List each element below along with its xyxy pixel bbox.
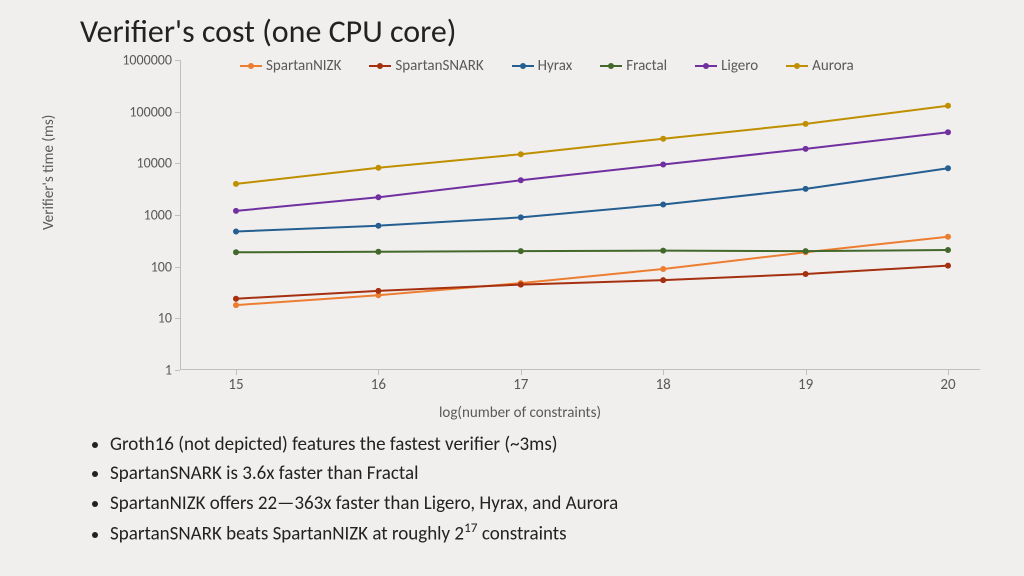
series-marker	[803, 271, 809, 277]
x-axis-label: log(number of constraints)	[60, 404, 980, 422]
series-marker	[375, 165, 381, 171]
series-marker	[660, 266, 666, 272]
x-tick-label: 17	[513, 376, 528, 394]
y-tick-mark	[175, 163, 180, 164]
y-tick-mark	[175, 215, 180, 216]
legend-label: Fractal	[626, 57, 667, 75]
legend-label: SpartanNIZK	[266, 57, 341, 75]
bullet-item: SpartanSNARK is 3.6x faster than Fractal	[110, 459, 618, 488]
x-tick-mark	[806, 370, 807, 375]
x-axis-line	[180, 369, 980, 370]
series-marker	[233, 302, 239, 308]
verifier-cost-chart: Verifier's time (ms) SpartanNIZKSpartanS…	[60, 50, 980, 420]
series-marker	[375, 223, 381, 229]
x-tick-label: 18	[656, 376, 671, 394]
bullet-item: SpartanNIZK offers 22—363x faster than L…	[110, 489, 618, 518]
legend-swatch	[512, 65, 534, 67]
series-marker	[233, 249, 239, 255]
slide-title: Verifier's cost (one CPU core)	[80, 12, 456, 51]
legend-label: Hyrax	[538, 57, 573, 75]
y-axis-label: Verifier's time (ms)	[40, 115, 58, 230]
y-tick-label: 10	[158, 310, 172, 327]
bullet-list: Groth16 (not depicted) features the fast…	[90, 430, 618, 549]
y-tick-mark	[175, 60, 180, 61]
x-tick-mark	[948, 370, 949, 375]
series-marker	[233, 229, 239, 235]
y-tick-label: 100000	[129, 103, 172, 120]
legend-label: Ligero	[721, 57, 758, 75]
series-marker	[518, 214, 524, 220]
series-marker	[945, 247, 951, 253]
series-marker	[518, 282, 524, 288]
series-marker	[945, 103, 951, 109]
legend-swatch	[600, 65, 622, 67]
y-tick-mark	[175, 267, 180, 268]
series-marker	[375, 194, 381, 200]
y-tick-label: 1	[165, 362, 172, 379]
series-marker	[233, 208, 239, 214]
y-tick-mark	[175, 318, 180, 319]
series-marker	[945, 263, 951, 269]
series-marker	[660, 136, 666, 142]
chart-lines	[180, 60, 980, 370]
series-marker	[660, 202, 666, 208]
y-axis-line	[180, 60, 181, 370]
y-tick-label: 100	[151, 258, 172, 275]
series-marker	[518, 248, 524, 254]
legend-swatch	[240, 65, 262, 67]
legend-swatch	[786, 65, 808, 67]
legend-item: SpartanSNARK	[369, 57, 483, 75]
legend-label: Aurora	[812, 57, 854, 75]
series-marker	[233, 181, 239, 187]
legend-item: Aurora	[786, 57, 854, 75]
series-marker	[375, 249, 381, 255]
x-tick-label: 15	[228, 376, 243, 394]
series-marker	[660, 248, 666, 254]
series-marker	[945, 234, 951, 240]
superscript: 17	[464, 519, 477, 536]
x-tick-mark	[236, 370, 237, 375]
x-tick-mark	[521, 370, 522, 375]
legend: SpartanNIZK SpartanSNARK Hyrax Fractal Liger…	[240, 57, 980, 75]
series-line	[236, 250, 948, 252]
series-marker	[803, 248, 809, 254]
series-marker	[945, 129, 951, 135]
x-tick-label: 19	[798, 376, 813, 394]
series-marker	[660, 277, 666, 283]
legend-label: SpartanSNARK	[395, 57, 483, 75]
series-marker	[518, 177, 524, 183]
series-marker	[375, 288, 381, 294]
series-marker	[233, 296, 239, 302]
y-tick-mark	[175, 370, 180, 371]
series-marker	[803, 121, 809, 127]
legend-item: Ligero	[695, 57, 758, 75]
legend-swatch	[695, 65, 717, 67]
legend-swatch	[369, 65, 391, 67]
series-marker	[945, 165, 951, 171]
series-marker	[803, 146, 809, 152]
series-marker	[803, 186, 809, 192]
x-tick-mark	[378, 370, 379, 375]
x-tick-mark	[663, 370, 664, 375]
bullet-item: SpartanSNARK beats SpartanNIZK at roughl…	[110, 518, 618, 549]
legend-item: Hyrax	[512, 57, 573, 75]
series-line	[236, 266, 948, 299]
y-tick-label: 10000	[137, 155, 172, 172]
x-tick-label: 16	[371, 376, 386, 394]
y-tick-label: 1000000	[122, 52, 172, 69]
x-tick-label: 20	[940, 376, 955, 394]
y-tick-mark	[175, 112, 180, 113]
series-marker	[518, 151, 524, 157]
bullet-item: Groth16 (not depicted) features the fast…	[110, 430, 618, 459]
legend-item: Fractal	[600, 57, 667, 75]
plot-area: SpartanNIZK SpartanSNARK Hyrax Fractal Liger…	[180, 60, 980, 370]
legend-item: SpartanNIZK	[240, 57, 341, 75]
series-marker	[660, 162, 666, 168]
y-tick-label: 1000	[144, 207, 172, 224]
